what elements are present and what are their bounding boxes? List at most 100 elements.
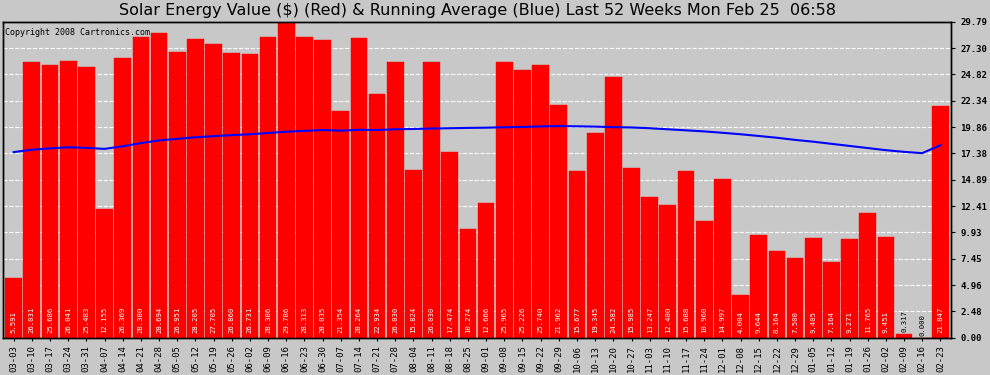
Text: 17.474: 17.474 bbox=[446, 307, 452, 333]
Bar bbox=[259, 37, 276, 338]
Text: 24.582: 24.582 bbox=[610, 307, 617, 333]
Bar bbox=[314, 40, 331, 338]
Text: 26.860: 26.860 bbox=[229, 307, 235, 333]
Bar bbox=[133, 37, 149, 338]
Bar bbox=[714, 178, 731, 338]
Bar bbox=[587, 132, 604, 338]
Text: 26.030: 26.030 bbox=[429, 307, 435, 333]
Text: 21.354: 21.354 bbox=[338, 307, 344, 333]
Bar bbox=[78, 68, 95, 338]
Bar bbox=[42, 65, 58, 338]
Bar bbox=[733, 295, 748, 338]
Bar bbox=[224, 53, 241, 338]
Text: 15.824: 15.824 bbox=[411, 307, 417, 333]
Bar bbox=[96, 209, 113, 338]
Bar bbox=[750, 236, 767, 338]
Text: 13.247: 13.247 bbox=[646, 307, 652, 333]
Bar bbox=[496, 62, 513, 338]
Text: 28.035: 28.035 bbox=[320, 307, 326, 333]
Text: 22.934: 22.934 bbox=[374, 307, 380, 333]
Bar bbox=[896, 334, 913, 338]
Text: 15.688: 15.688 bbox=[683, 307, 689, 333]
Text: 26.031: 26.031 bbox=[29, 307, 35, 333]
Bar bbox=[514, 70, 531, 338]
Text: 0.317: 0.317 bbox=[901, 310, 907, 332]
Text: 21.962: 21.962 bbox=[555, 307, 561, 333]
Text: 25.226: 25.226 bbox=[520, 307, 526, 333]
Text: 12.480: 12.480 bbox=[665, 307, 671, 333]
Text: 0.000: 0.000 bbox=[920, 314, 926, 336]
Bar bbox=[823, 262, 840, 338]
Text: 25.686: 25.686 bbox=[47, 307, 53, 333]
Bar bbox=[278, 22, 295, 338]
Bar bbox=[187, 39, 204, 338]
Bar bbox=[205, 44, 222, 338]
Bar bbox=[605, 77, 622, 338]
Text: 26.030: 26.030 bbox=[392, 307, 398, 333]
Bar bbox=[350, 38, 367, 338]
Text: 28.205: 28.205 bbox=[192, 307, 198, 333]
Bar bbox=[642, 197, 658, 338]
Bar bbox=[659, 206, 676, 338]
Text: 5.591: 5.591 bbox=[11, 312, 17, 333]
Text: 26.369: 26.369 bbox=[120, 307, 126, 333]
Text: 25.965: 25.965 bbox=[501, 307, 507, 333]
Bar bbox=[768, 251, 785, 338]
Text: 26.951: 26.951 bbox=[174, 307, 180, 333]
Text: 15.985: 15.985 bbox=[629, 307, 635, 333]
Text: 28.694: 28.694 bbox=[156, 307, 162, 333]
Text: 29.786: 29.786 bbox=[283, 307, 289, 333]
Bar bbox=[550, 105, 567, 338]
Text: 4.004: 4.004 bbox=[738, 312, 743, 333]
Text: 15.677: 15.677 bbox=[574, 307, 580, 333]
Bar bbox=[842, 239, 858, 338]
Bar bbox=[296, 38, 313, 338]
Text: 9.271: 9.271 bbox=[846, 312, 852, 333]
Bar bbox=[24, 62, 41, 338]
Bar bbox=[424, 62, 440, 338]
Text: 26.731: 26.731 bbox=[247, 307, 252, 333]
Bar bbox=[5, 278, 22, 338]
Bar bbox=[242, 54, 258, 338]
Bar bbox=[150, 33, 167, 338]
Bar bbox=[805, 238, 822, 338]
Bar bbox=[696, 222, 713, 338]
Text: 25.740: 25.740 bbox=[538, 307, 544, 333]
Text: 28.380: 28.380 bbox=[138, 307, 144, 333]
Bar bbox=[859, 213, 876, 338]
Text: 28.313: 28.313 bbox=[301, 307, 308, 333]
Bar bbox=[787, 258, 804, 338]
Text: 28.264: 28.264 bbox=[356, 307, 362, 333]
Bar bbox=[932, 106, 948, 338]
Bar bbox=[568, 171, 585, 338]
Text: 7.500: 7.500 bbox=[792, 312, 798, 333]
Text: 8.164: 8.164 bbox=[774, 312, 780, 333]
Text: 12.666: 12.666 bbox=[483, 307, 489, 333]
Bar bbox=[478, 203, 494, 338]
Bar bbox=[459, 229, 476, 338]
Text: 27.705: 27.705 bbox=[211, 307, 217, 333]
Bar bbox=[59, 62, 76, 338]
Text: 26.041: 26.041 bbox=[65, 307, 71, 333]
Text: 9.644: 9.644 bbox=[755, 312, 761, 333]
Title: Solar Energy Value ($) (Red) & Running Average (Blue) Last 52 Weeks Mon Feb 25  : Solar Energy Value ($) (Red) & Running A… bbox=[119, 3, 836, 18]
Bar bbox=[115, 58, 131, 338]
Text: 10.960: 10.960 bbox=[701, 307, 707, 333]
Bar bbox=[442, 152, 458, 338]
Bar bbox=[877, 237, 894, 338]
Text: 12.155: 12.155 bbox=[102, 307, 108, 333]
Bar bbox=[405, 170, 422, 338]
Text: 9.405: 9.405 bbox=[810, 312, 816, 333]
Text: 21.847: 21.847 bbox=[938, 307, 943, 333]
Text: 25.483: 25.483 bbox=[83, 307, 89, 333]
Text: 28.386: 28.386 bbox=[265, 307, 271, 333]
Text: 11.765: 11.765 bbox=[864, 307, 871, 333]
Bar bbox=[623, 168, 640, 338]
Text: 19.345: 19.345 bbox=[592, 307, 598, 333]
Text: 7.164: 7.164 bbox=[829, 312, 835, 333]
Text: 10.274: 10.274 bbox=[465, 307, 471, 333]
Text: 14.997: 14.997 bbox=[720, 307, 726, 333]
Bar bbox=[678, 171, 694, 338]
Bar bbox=[333, 111, 349, 338]
Text: Copyright 2008 Cartronics.com: Copyright 2008 Cartronics.com bbox=[5, 28, 149, 37]
